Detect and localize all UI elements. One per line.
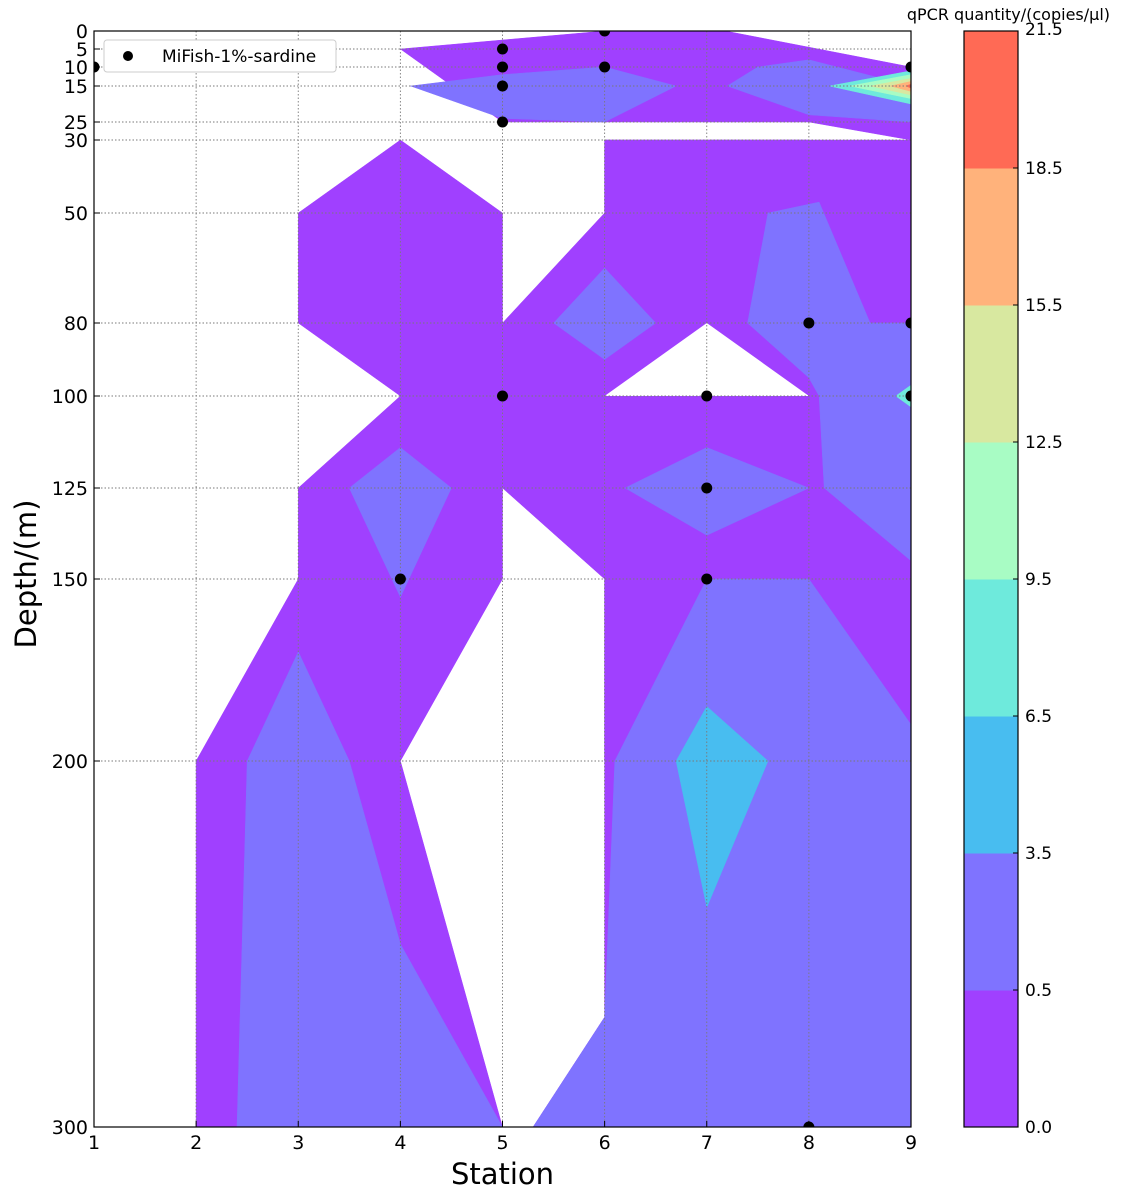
legend-entry-label: MiFish-1%-sardine: [162, 47, 316, 67]
y-tick-label: 15: [64, 76, 88, 98]
colorbar-band: [964, 716, 1018, 854]
sample-point: [803, 317, 815, 329]
y-tick-label: 125: [52, 478, 88, 500]
x-tick-label: 3: [292, 1132, 304, 1154]
y-tick-label: 50: [64, 203, 88, 225]
y-tick-label: 30: [64, 130, 88, 152]
sample-point: [497, 390, 508, 402]
contour-region-level-5: [870, 78, 911, 96]
contour-region-level-1: [236, 651, 503, 1127]
x-tick-label: 6: [599, 1132, 611, 1154]
contour-region-level-1: [553, 267, 657, 360]
x-tick-label: 1: [88, 1132, 100, 1154]
colorbar-band: [964, 442, 1018, 580]
sample-point: [599, 61, 611, 73]
contour-region-level-2: [675, 706, 769, 909]
colorbar-band: [964, 579, 1018, 717]
y-tick-label: 5: [76, 39, 88, 61]
colorbar-tick-label: 18.5: [1025, 159, 1063, 179]
contour-region-level-6: [890, 81, 911, 92]
colorbar-tick-label: 6.5: [1025, 707, 1052, 727]
x-tick-label: 9: [905, 1132, 917, 1154]
sample-point: [905, 390, 911, 402]
y-tick-label: 150: [52, 569, 88, 591]
x-tick-label: 2: [190, 1132, 202, 1154]
colorbar-tick-label: 3.5: [1025, 844, 1052, 864]
sample-point: [497, 116, 508, 128]
x-tick-label: 4: [394, 1132, 406, 1154]
y-tick-label: 300: [52, 1117, 88, 1139]
colorbar-ticks: 0.0 0.5 3.5 6.5 9.5 12.5 15.5 18.5 21.5: [1013, 20, 1063, 1138]
x-axis-ticks: 1 2 3 4 5 6 7 8 9: [88, 1121, 917, 1154]
y-tick-label: 80: [64, 313, 88, 335]
sample-point: [394, 573, 406, 585]
y-axis-label: Depth/(m): [9, 500, 43, 649]
colorbar-band: [964, 853, 1018, 991]
contour-regions: [195, 31, 911, 1127]
legend-box: [103, 39, 337, 73]
colorbar-band: [964, 990, 1018, 1128]
sample-point: [701, 573, 713, 585]
legend: MiFish-1%-sardine: [103, 39, 337, 73]
x-axis-label: Station: [451, 1157, 554, 1191]
sample-point: [905, 317, 911, 329]
y-tick-label: 200: [52, 751, 88, 773]
sample-point: [497, 80, 508, 92]
colorbar-tick-label: 0.5: [1025, 981, 1052, 1001]
contour-region-level-7: [905, 83, 911, 89]
empty-region: [604, 323, 809, 396]
colorbar-title: qPCR quantity/(copies/μl): [907, 5, 1110, 24]
colorbar-tick-label: 9.5: [1025, 570, 1052, 590]
sample-point: [701, 390, 713, 402]
colorbar-bands: [964, 31, 1018, 1128]
colorbar-tick-label: 15.5: [1025, 296, 1063, 316]
sample-point: [701, 482, 713, 494]
colorbar-tick-label: 21.5: [1025, 20, 1063, 40]
contour-region-level-1: [726, 59, 911, 123]
sample-point: [497, 61, 508, 73]
sample-point: [905, 61, 911, 73]
y-tick-label: 0: [76, 21, 88, 43]
legend-marker: [123, 51, 133, 61]
colorbar-band: [964, 168, 1018, 306]
y-tick-label: 25: [64, 112, 88, 134]
y-tick-label: 100: [52, 386, 88, 408]
x-tick-label: 8: [803, 1132, 815, 1154]
sample-point: [497, 43, 508, 55]
colorbar-tick-label: 0.0: [1025, 1118, 1052, 1138]
y-tick-label: 10: [64, 57, 88, 79]
x-tick-label: 7: [701, 1132, 713, 1154]
x-tick-label: 5: [496, 1132, 508, 1154]
colorbar-tick-label: 12.5: [1025, 433, 1063, 453]
colorbar-band: [964, 305, 1018, 443]
contour-region-level-1: [747, 201, 911, 562]
colorbar: 0.0 0.5 3.5 6.5 9.5 12.5 15.5 18.5 21.5 qPCR qua…: [907, 5, 1110, 1138]
colorbar-band: [964, 31, 1018, 169]
sample-point: [599, 31, 611, 37]
